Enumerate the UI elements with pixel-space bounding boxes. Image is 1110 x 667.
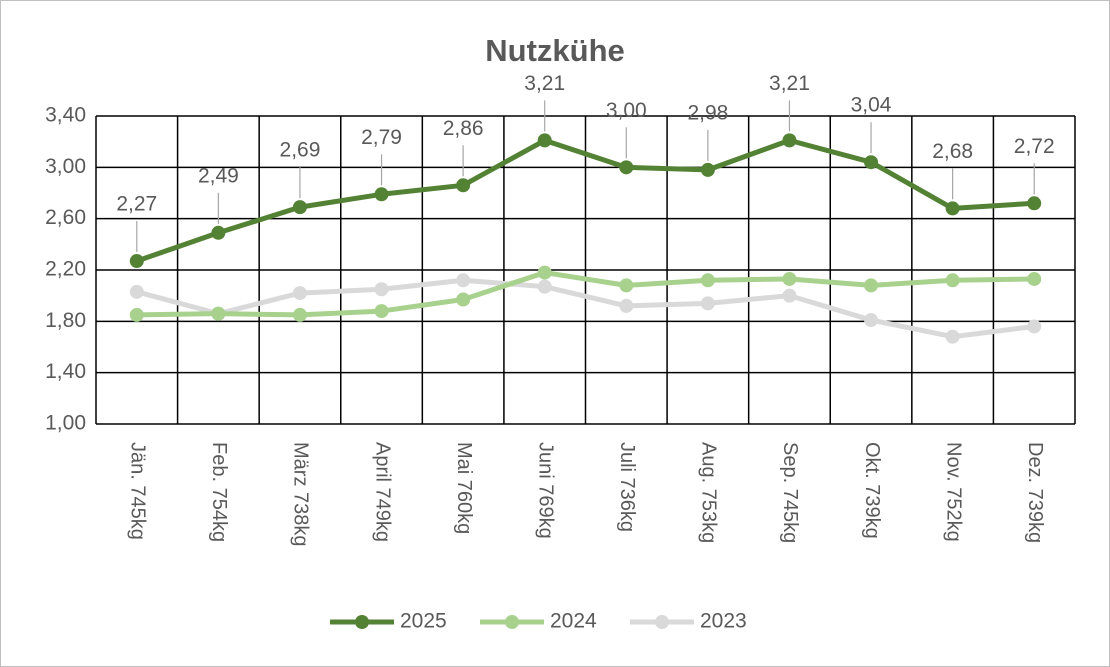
data-label: 3,04 <box>851 94 892 117</box>
data-point <box>700 162 715 177</box>
data-point <box>374 187 389 202</box>
data-label: 3,21 <box>769 72 810 95</box>
y-tick-label: 3,40 <box>45 104 86 127</box>
data-label: 2,68 <box>932 140 973 163</box>
x-tick-label: Juli 736kg <box>616 442 638 532</box>
data-point <box>700 273 715 288</box>
x-tick-label: Mai 760kg <box>453 442 475 534</box>
data-point <box>456 292 471 307</box>
data-point <box>537 133 552 148</box>
data-point <box>211 225 226 240</box>
chart-title: Nutzkühe <box>485 33 625 68</box>
data-point <box>1027 319 1042 334</box>
data-point <box>1027 196 1042 211</box>
y-tick-label: 1,80 <box>45 309 86 332</box>
y-tick-label: 1,00 <box>45 412 86 435</box>
data-point <box>782 288 797 303</box>
x-tick-label: Dez. 739kg <box>1024 442 1046 543</box>
data-point <box>129 284 144 299</box>
series-line <box>136 270 1035 318</box>
data-point <box>129 254 144 269</box>
series-line <box>135 137 1035 264</box>
data-point <box>456 178 471 193</box>
x-tick-label: Feb. 754kg <box>208 442 230 542</box>
data-point <box>374 282 389 297</box>
data-point <box>945 329 960 344</box>
data-point <box>782 133 797 148</box>
data-point <box>864 278 879 293</box>
data-point <box>456 273 471 288</box>
data-point <box>700 296 715 311</box>
legend-label: 2025 <box>400 610 447 633</box>
x-tick-label: Okt. 739kg <box>861 442 883 539</box>
data-point <box>292 286 307 301</box>
y-tick-label: 1,40 <box>45 360 86 383</box>
legend-marker <box>355 615 369 629</box>
y-tick-label: 3,00 <box>45 155 86 178</box>
data-point <box>1027 271 1042 286</box>
data-label: 3,21 <box>524 72 565 95</box>
y-tick-label: 2,60 <box>45 206 86 229</box>
data-point <box>537 265 552 280</box>
data-point <box>782 271 797 286</box>
data-point <box>537 279 552 294</box>
data-label: 2,49 <box>198 164 239 187</box>
data-label: 3,00 <box>606 99 647 122</box>
legend-marker <box>655 615 669 629</box>
x-tick-label: Jän. 745kg <box>127 442 149 540</box>
data-label: 2,79 <box>361 126 402 149</box>
data-label: 2,72 <box>1014 135 1055 158</box>
legend-marker <box>505 615 519 629</box>
legend-label: 2023 <box>700 610 747 633</box>
data-label: 2,98 <box>687 101 728 124</box>
data-point <box>129 307 144 322</box>
x-tick-label: Aug. 753kg <box>698 442 720 543</box>
data-point <box>211 306 226 321</box>
data-point <box>945 273 960 288</box>
data-point <box>619 298 634 313</box>
x-tick-label: Nov. 752kg <box>942 442 964 542</box>
x-tick-label: Juni 769kg <box>534 442 556 539</box>
data-label: 2,86 <box>443 117 484 140</box>
data-point <box>292 200 307 215</box>
y-tick-label: 2,20 <box>45 258 86 281</box>
x-tick-label: Sep. 745kg <box>779 442 801 543</box>
data-point <box>292 307 307 322</box>
data-point <box>374 304 389 319</box>
x-tick-label: April 749kg <box>371 442 393 542</box>
data-point <box>619 160 634 175</box>
data-label: 2,69 <box>280 139 321 162</box>
legend-label: 2024 <box>550 610 597 633</box>
data-point <box>619 278 634 293</box>
data-point <box>945 201 960 216</box>
data-point <box>864 155 879 170</box>
series-line <box>136 277 1035 340</box>
data-label: 2,27 <box>116 193 157 216</box>
data-point <box>864 313 879 328</box>
x-tick-label: März 738kg <box>290 442 312 547</box>
